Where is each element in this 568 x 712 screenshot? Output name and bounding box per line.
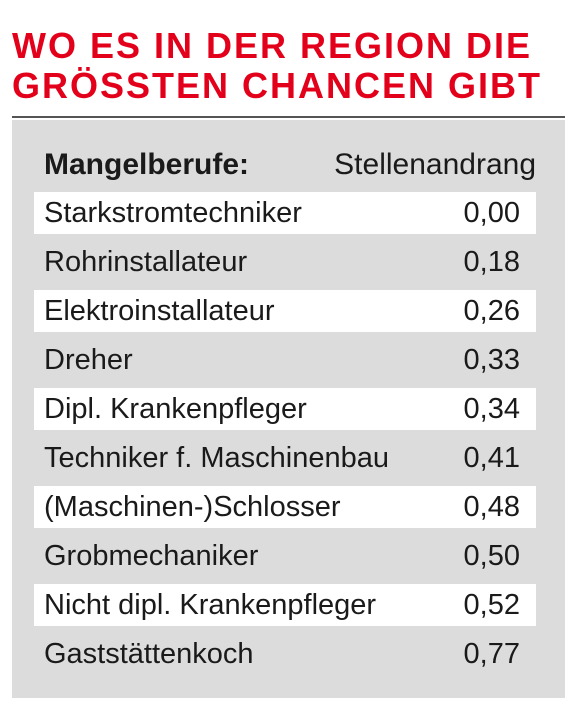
row-profession: Nicht dipl. Krankenpfleger [44,589,377,621]
header-value: Stellenandrang [334,148,536,181]
row-value: 0,33 [463,344,520,376]
row-value: 0,34 [463,393,520,425]
table-row: Gaststättenkoch 0,77 [34,633,536,675]
table-row: Rohrinstallateur 0,18 [34,241,536,283]
row-profession: Dipl. Krankenpfleger [44,393,307,425]
row-profession: (Maschinen-)Schlosser [44,491,341,523]
table-row: (Maschinen-)Schlosser 0,48 [34,486,536,528]
table-body: Starkstromtechniker 0,00 Rohrinstallateu… [34,192,536,682]
row-value: 0,48 [463,491,520,523]
row-value: 0,41 [463,442,520,474]
row-profession: Rohrinstallateur [44,246,248,278]
row-value: 0,00 [463,197,520,229]
row-value: 0,18 [463,246,520,278]
table-row: Nicht dipl. Krankenpfleger 0,52 [34,584,536,626]
row-profession: Dreher [44,344,133,376]
headline-line-2: GRÖSSTEN CHANCEN GIBT [12,65,543,106]
row-value: 0,50 [463,540,520,572]
row-profession: Techniker f. Maschinenbau [44,442,389,474]
table-row: Dipl. Krankenpfleger 0,34 [34,388,536,430]
row-value: 0,77 [463,638,520,670]
row-value: 0,52 [463,589,520,621]
divider [12,116,565,118]
row-value: 0,26 [463,295,520,327]
header-profession: Mangelberufe: [44,148,250,181]
headline: WO ES IN DER REGION DIE GRÖSSTEN CHANCEN… [12,26,560,106]
headline-line-1: WO ES IN DER REGION DIE [12,25,533,66]
row-profession: Elektroinstallateur [44,295,275,327]
table-row: Elektroinstallateur 0,26 [34,290,536,332]
table-row: Dreher 0,33 [34,339,536,381]
row-profession: Grobmechaniker [44,540,259,572]
table-row: Grobmechaniker 0,50 [34,535,536,577]
row-profession: Starkstromtechniker [44,197,302,229]
table-row: Starkstromtechniker 0,00 [34,192,536,234]
table-row: Techniker f. Maschinenbau 0,41 [34,437,536,479]
row-profession: Gaststättenkoch [44,638,254,670]
table-header: Mangelberufe: Stellenandrang [34,146,536,188]
